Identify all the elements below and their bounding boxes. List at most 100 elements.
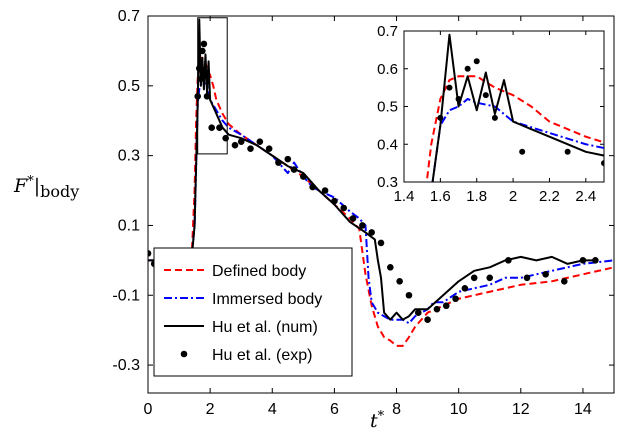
inset-data-point — [482, 92, 489, 99]
inset-x-tick-label: 1.8 — [466, 188, 487, 205]
inset-plot — [146, 33, 604, 291]
inset-x-tick-label: 2 — [509, 188, 517, 205]
inset-x-tick-label: 1.4 — [394, 188, 415, 205]
main-data-point — [461, 284, 469, 292]
main-data-point — [275, 159, 282, 166]
legend-entry: Hu et al. (num) — [212, 319, 318, 336]
legend-entry: Immersed body — [212, 291, 322, 308]
x-tick-label: 14 — [574, 401, 592, 418]
x-tick-label: 4 — [268, 401, 277, 418]
main-data-point — [433, 305, 441, 313]
main-data-point — [290, 166, 298, 173]
main-data-point — [199, 47, 206, 55]
y-tick-label: 0.5 — [118, 78, 140, 95]
inset-data-point — [564, 148, 571, 155]
plot-frame — [147, 15, 615, 394]
inset-series-3 — [146, 58, 604, 291]
main-data-point — [405, 291, 413, 299]
inset-x-tick-label: 1.6 — [430, 188, 451, 205]
main-data-point — [424, 316, 431, 323]
inset-data-point — [464, 65, 471, 72]
inset-x-tick-label: 2.2 — [539, 188, 560, 205]
y-tick-label: 0.3 — [118, 148, 140, 165]
main-data-point — [470, 274, 478, 282]
y-axis-label: F*|body — [13, 174, 79, 201]
inset-data-point — [519, 148, 526, 155]
main-data-point — [208, 124, 215, 132]
main-data-point — [523, 274, 531, 282]
legend-marker — [180, 350, 188, 358]
main-data-point — [486, 274, 494, 282]
x-tick-label: 0 — [144, 401, 153, 418]
inset-data-point — [491, 114, 498, 121]
inset-data-point — [473, 58, 480, 65]
inset-axes: 1.4 1.6 1.8 2 2.2 2.4 0.7 0.6 0.5 0.4 0.3 — [377, 23, 605, 205]
inset-data-point — [601, 160, 604, 167]
main-data-point — [265, 145, 273, 152]
main-data-point — [222, 134, 229, 142]
main-data-point — [148, 250, 152, 257]
inset-series-line — [431, 97, 604, 182]
zoom-box — [197, 17, 228, 155]
main-plot — [148, 18, 614, 347]
main-data-point — [359, 222, 366, 229]
main-data-point — [321, 187, 329, 194]
inset-series-1 — [431, 97, 604, 182]
main-data-point — [195, 65, 203, 72]
inset-frame — [403, 30, 605, 183]
main-data-point — [200, 40, 208, 48]
main-data-point — [542, 271, 549, 278]
inset-data-point — [437, 114, 444, 121]
y-tick-label: 0.1 — [118, 217, 140, 234]
inset-y-tick-label: 0.5 — [377, 99, 398, 116]
y-tick-label: -0.1 — [112, 287, 140, 304]
x-tick-label: 6 — [330, 401, 339, 418]
x-tick-label: 10 — [450, 401, 468, 418]
y-tick-label: 0.7 — [118, 8, 140, 25]
main-data-point — [203, 92, 211, 100]
inset-y-tick-label: 0.6 — [377, 61, 398, 78]
inset-series-line — [431, 33, 604, 182]
inset-data-point — [446, 84, 453, 91]
legend-entry: Hu et al. (exp) — [212, 347, 312, 364]
inset-y-tick-label: 0.4 — [377, 136, 398, 153]
inset-series-line — [425, 75, 604, 182]
main-data-point — [377, 239, 385, 247]
main-data-point — [396, 277, 403, 285]
main-data-point — [579, 257, 587, 264]
x-tick-label: 2 — [206, 401, 215, 418]
inset-y-tick-label: 0.3 — [377, 174, 398, 191]
y-tick-label: -0.3 — [112, 357, 140, 374]
main-data-point — [202, 72, 209, 79]
main-data-point — [284, 155, 292, 163]
main-series-2 — [148, 18, 599, 321]
main-data-point — [452, 295, 459, 303]
inset-y-tick-label: 0.7 — [377, 23, 398, 40]
main-data-point — [197, 75, 205, 83]
legend: Defined body Immersed body Hu et al. (num)… — [153, 247, 353, 377]
main-data-point — [237, 138, 245, 145]
inset-series-0 — [425, 75, 604, 182]
inset-series-2 — [431, 33, 604, 182]
main-data-point — [592, 257, 599, 264]
main-axes: 0 2 4 6 8 10 12 14 0.7 0.5 0.3 0.1 -0.1 -0.3 — [112, 8, 615, 418]
main-data-point — [505, 257, 512, 264]
main-data-point — [560, 277, 568, 285]
inset-x-tick-label: 2.4 — [575, 188, 596, 205]
legend-entry: Defined body — [212, 263, 306, 280]
main-data-point — [349, 215, 357, 222]
x-tick-label: 12 — [512, 401, 530, 418]
main-data-point — [387, 264, 394, 271]
main-data-point — [300, 173, 307, 180]
main-data-point — [247, 145, 254, 152]
main-data-point — [331, 197, 338, 205]
main-data-point — [368, 229, 375, 236]
main-data-point — [256, 138, 264, 145]
main-data-point — [340, 204, 348, 212]
inset-data-point — [146, 285, 152, 291]
main-data-point — [216, 124, 223, 132]
main-data-point — [231, 141, 239, 149]
main-series-line — [148, 18, 599, 321]
inset-data-point — [455, 95, 462, 102]
